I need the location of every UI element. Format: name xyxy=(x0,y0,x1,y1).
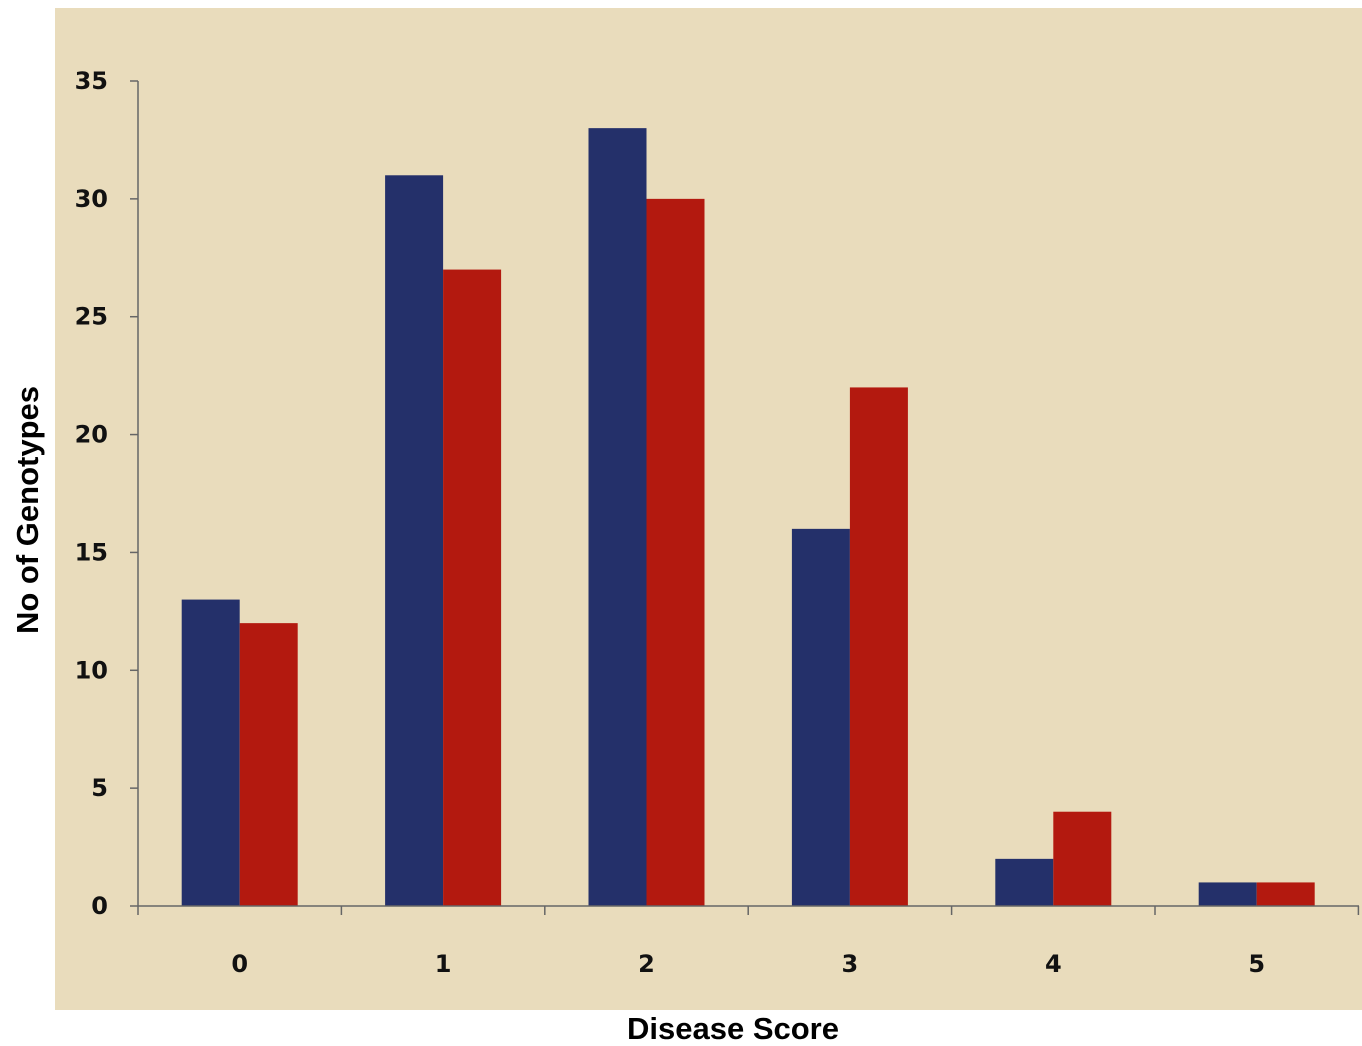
bar-series-1-cat-2 xyxy=(589,128,647,906)
x-tick-label: 1 xyxy=(435,950,452,978)
bar-series-2-cat-0 xyxy=(240,623,298,906)
y-tick-label: 15 xyxy=(75,538,108,566)
axes-group xyxy=(138,81,1359,906)
x-tick-label: 5 xyxy=(1248,950,1265,978)
bar-series-1-cat-4 xyxy=(995,859,1053,906)
bars-group xyxy=(182,128,1315,906)
x-axis-title: Disease Score xyxy=(627,1013,839,1044)
bar-series-1-cat-5 xyxy=(1199,882,1257,906)
bar-series-2-cat-2 xyxy=(647,199,705,906)
x-tick-label: 4 xyxy=(1045,950,1062,978)
bar-series-2-cat-4 xyxy=(1053,812,1111,906)
bar-series-1-cat-1 xyxy=(385,175,443,906)
bar-series-2-cat-1 xyxy=(443,270,501,906)
bar-series-2-cat-3 xyxy=(850,387,908,906)
y-tick-label: 25 xyxy=(75,303,108,331)
y-tick-label: 5 xyxy=(91,774,108,802)
y-tick-label: 20 xyxy=(75,421,108,449)
y-tick-label: 10 xyxy=(75,656,108,684)
bar-series-1-cat-3 xyxy=(792,529,850,906)
x-tick-label: 0 xyxy=(231,950,248,978)
bar-series-1-cat-0 xyxy=(182,600,240,906)
y-axis-title: No of Genotypes xyxy=(10,386,46,634)
y-tick-label: 30 xyxy=(75,185,108,213)
bar-series-2-cat-5 xyxy=(1257,882,1315,906)
y-tick-label: 0 xyxy=(91,892,108,920)
x-tick-label: 3 xyxy=(842,950,859,978)
x-tick-label: 2 xyxy=(638,950,655,978)
y-tick-label: 35 xyxy=(75,67,108,95)
